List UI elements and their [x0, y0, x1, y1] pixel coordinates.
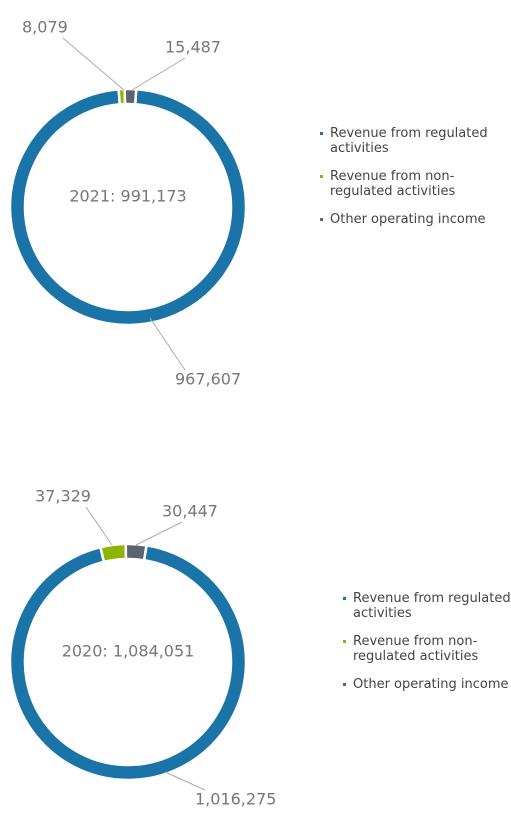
- leader-line: [164, 771, 206, 791]
- donut-slice: [98, 542, 128, 564]
- legend-text: Revenue from non-regulated activities: [353, 634, 479, 664]
- legend-item: Revenue from regulated activities: [320, 126, 490, 156]
- legend-swatch: [320, 175, 323, 178]
- leader-line: [135, 521, 183, 546]
- legend-swatch: [320, 132, 323, 135]
- value-label: 30,447: [162, 502, 218, 521]
- donut-slice: [123, 87, 138, 106]
- leader-line: [62, 37, 125, 91]
- legend-swatch: [320, 218, 323, 221]
- legend-text: Revenue from regulated activities: [330, 126, 488, 156]
- value-label: 15,487: [165, 38, 221, 57]
- donut-slice: [8, 87, 248, 327]
- donut-slice: [124, 542, 148, 562]
- center-label: 2021: 991,173: [69, 187, 186, 206]
- legend-swatch: [343, 597, 346, 600]
- legend-item: Revenue from non-regulated activities: [320, 169, 490, 199]
- legend-item: Revenue from regulated activities: [343, 591, 511, 621]
- legend-text: Other operating income: [330, 212, 486, 227]
- legend-swatch: [343, 683, 346, 686]
- legend-text: Revenue from regulated activities: [353, 591, 511, 621]
- legend-text: Other operating income: [353, 677, 509, 692]
- legend-swatch: [343, 640, 346, 643]
- legend-item: Other operating income: [320, 212, 490, 227]
- legend-item: Other operating income: [343, 677, 511, 692]
- legend: Revenue from regulated activities Revenue…: [320, 126, 490, 240]
- legend-text: Revenue from non-regulated activities: [330, 169, 456, 199]
- leader-line: [131, 57, 186, 91]
- value-label: 37,329: [35, 487, 91, 506]
- center-label: 2020: 1,084,051: [62, 642, 195, 661]
- donut-slice: [8, 544, 248, 782]
- leader-line: [149, 317, 186, 371]
- leader-line: [85, 506, 113, 546]
- value-label: 1,016,275: [195, 790, 276, 809]
- legend: Revenue from regulated activities Revenue…: [343, 591, 511, 705]
- value-label: 967,607: [175, 370, 241, 389]
- legend-item: Revenue from non-regulated activities: [343, 634, 511, 664]
- value-label: 8,079: [22, 18, 68, 37]
